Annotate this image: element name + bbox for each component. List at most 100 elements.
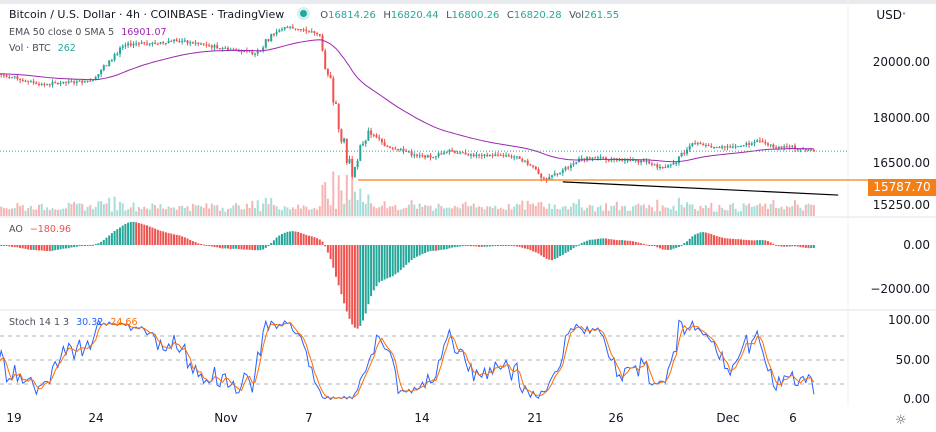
candle-body	[470, 154, 472, 156]
candle-body	[740, 146, 742, 148]
stoch-legend[interactable]: Stoch 14 1 3 30.32 24.66	[9, 317, 142, 328]
volume-bar	[424, 205, 427, 216]
volume-bar	[264, 197, 267, 216]
ao-bar	[804, 245, 807, 248]
ao-bar	[588, 239, 591, 245]
volume-bar	[575, 204, 578, 216]
volume-bar	[240, 209, 243, 216]
candle-body	[38, 84, 40, 86]
ema-legend[interactable]: EMA 50 close 0 SMA 5 16901.07	[9, 27, 171, 38]
candle-body	[8, 76, 11, 78]
candle-body	[448, 150, 451, 152]
ao-legend[interactable]: AO −180.96	[9, 224, 75, 235]
candle-body	[308, 31, 310, 33]
price-tick: 18000.00	[872, 111, 930, 125]
candle-body	[386, 146, 389, 148]
ao-bar	[78, 245, 81, 247]
ao-bar	[24, 245, 27, 249]
candle-body	[140, 42, 143, 44]
volume-bar	[683, 207, 686, 216]
ao-value: −180.96	[29, 224, 72, 235]
candle-body	[227, 47, 229, 50]
volume-bar	[375, 208, 378, 216]
candle-body	[267, 39, 270, 42]
candle-body	[529, 164, 532, 166]
candle-body	[181, 40, 184, 42]
candle-body	[54, 82, 57, 84]
ao-bar	[70, 245, 73, 248]
ao-bar	[602, 238, 605, 245]
candle-body	[121, 45, 124, 48]
ao-bar	[316, 238, 319, 245]
volume-bar	[486, 206, 489, 216]
ao-bar	[183, 237, 186, 245]
candle-body	[159, 42, 162, 44]
ao-bar	[19, 245, 22, 249]
ao-bar	[740, 239, 742, 245]
volume-bar	[391, 206, 394, 216]
candle-body	[11, 77, 13, 79]
ao-bar	[119, 227, 121, 245]
volume-bar	[764, 203, 767, 216]
volume-bar	[191, 203, 194, 216]
volume-bar	[772, 200, 775, 216]
volume-bar	[594, 211, 597, 216]
volume-bar	[445, 207, 448, 216]
candle-body	[124, 45, 127, 47]
volume-bar	[248, 208, 251, 216]
candle-body	[478, 154, 481, 156]
candle-body	[75, 81, 78, 83]
ao-bar	[291, 231, 294, 245]
volume-bar	[321, 184, 324, 216]
candle-body	[548, 176, 551, 180]
volume-bar	[183, 207, 186, 216]
ao-bar	[108, 235, 111, 245]
settings-gear-icon[interactable]: ☼	[895, 413, 907, 428]
candle-body	[102, 65, 105, 71]
candle-body	[116, 53, 119, 55]
volume-bar	[767, 208, 769, 216]
candle-body	[618, 160, 621, 162]
ao-bar	[46, 245, 49, 251]
chevron-down-icon: ˅	[902, 12, 906, 21]
volume-bar	[553, 204, 556, 216]
ao-bar	[767, 241, 769, 245]
volume-legend[interactable]: Vol · BTC 262	[9, 43, 80, 54]
ao-bar	[308, 235, 310, 245]
volume-bar	[140, 209, 143, 216]
currency-selector[interactable]: USD˅	[876, 8, 906, 22]
candle-body	[243, 50, 246, 53]
volume-bar	[707, 207, 710, 216]
ao-bar	[510, 245, 513, 246]
volume-bar	[475, 207, 478, 216]
ema-line	[0, 39, 814, 163]
volume-bar	[278, 209, 281, 216]
ao-bar	[127, 222, 130, 245]
volume-bar	[488, 206, 491, 216]
volume-bar	[529, 204, 532, 216]
volume-bar	[86, 206, 89, 216]
candle-body	[707, 145, 710, 147]
volume-value: 261.55	[584, 10, 620, 21]
volume-bar	[129, 207, 132, 216]
ao-bar	[208, 245, 211, 246]
volume-bar	[46, 207, 49, 216]
volume-bar	[235, 203, 238, 216]
volume-bar	[418, 203, 421, 216]
candle-body	[148, 43, 151, 45]
ao-bar	[491, 245, 494, 247]
volume-bar	[661, 205, 664, 216]
volume-bar	[59, 209, 62, 216]
ao-bar	[688, 238, 691, 245]
date-tick: 19	[6, 411, 22, 425]
candle-body	[43, 83, 46, 85]
volume-bar	[326, 198, 329, 216]
close-value: 16820.28	[513, 10, 562, 21]
candle-body	[156, 43, 159, 45]
ao-bar	[259, 245, 262, 251]
candle-body	[65, 81, 67, 83]
ao-bar	[248, 245, 251, 250]
ao-bar	[243, 245, 246, 250]
ao-bar	[32, 245, 35, 250]
